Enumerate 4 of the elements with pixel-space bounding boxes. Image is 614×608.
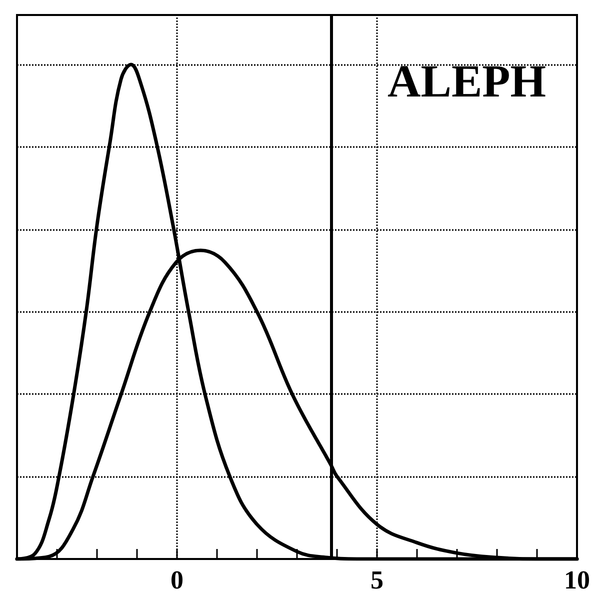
x-tick-label: 10 bbox=[564, 566, 590, 594]
x-tick-label: 5 bbox=[370, 566, 384, 594]
x-tick-label: 0 bbox=[170, 566, 184, 594]
annotation: ALEPH bbox=[388, 56, 546, 106]
